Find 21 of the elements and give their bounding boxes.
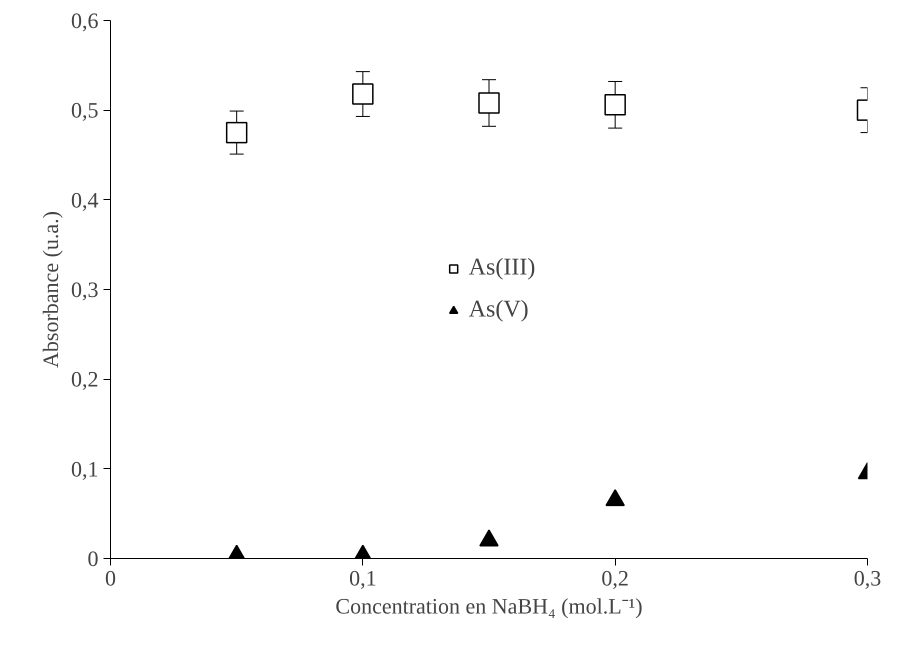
legend-label: As(V) bbox=[468, 296, 529, 324]
point bbox=[479, 529, 499, 547]
x-tick-label: 0,3 bbox=[854, 566, 882, 590]
x-tick-label: 0,2 bbox=[601, 566, 629, 590]
point bbox=[478, 92, 500, 114]
point bbox=[226, 122, 248, 144]
y-tick-label: 0 bbox=[88, 546, 98, 571]
y-tick-label: 0,2 bbox=[71, 366, 98, 392]
legend-label: As(III) bbox=[468, 254, 536, 282]
y-tick-label: 0,6 bbox=[71, 8, 98, 33]
y-tick-label: 0,3 bbox=[71, 277, 98, 302]
point bbox=[605, 489, 625, 506]
x-tick-label: 0,1 bbox=[349, 566, 377, 590]
y-tick-label: 0,4 bbox=[71, 187, 98, 212]
y-tick-label: 0,1 bbox=[71, 456, 98, 482]
point bbox=[352, 83, 374, 105]
point bbox=[604, 94, 626, 116]
y-tick-label: 0,5 bbox=[71, 98, 98, 123]
x-axis-title: Concentration en NaBH₄ (mol.L⁻¹) bbox=[335, 594, 643, 618]
x-tick-label: 0 bbox=[105, 566, 116, 590]
y-axis-title: Absorbance (u.a.) bbox=[38, 210, 63, 368]
